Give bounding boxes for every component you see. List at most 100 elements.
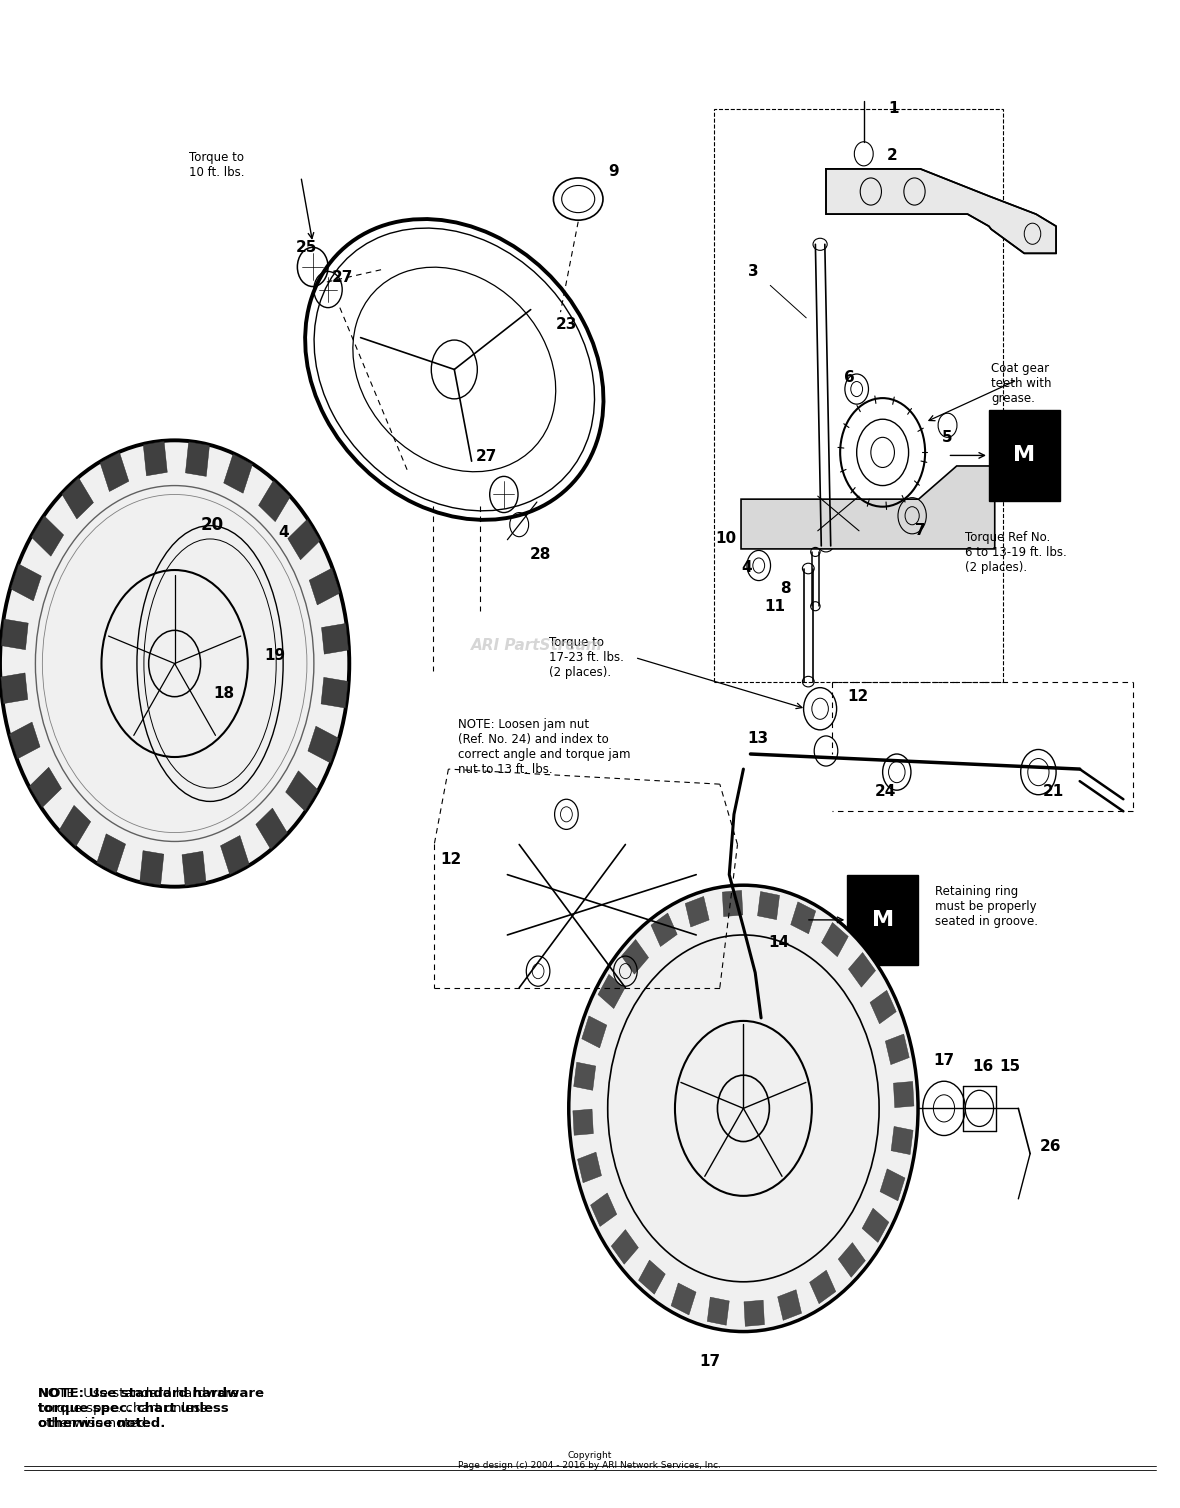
Bar [638,1261,666,1294]
Bar [221,835,249,875]
Circle shape [569,885,918,1332]
Text: 15: 15 [999,1059,1021,1074]
Bar [893,1081,914,1108]
Polygon shape [741,466,995,549]
Text: Copyright
Page design (c) 2004 - 2016 by ARI Network Services, Inc.: Copyright Page design (c) 2004 - 2016 by… [459,1451,721,1470]
Text: 9: 9 [608,164,620,179]
Bar [309,569,340,605]
Bar [143,442,168,477]
Text: Torque to
17-23 ft. lbs.
(2 places).: Torque to 17-23 ft. lbs. (2 places). [549,636,623,680]
Text: M: M [1014,445,1035,466]
Bar [714,109,1003,682]
Bar [11,564,41,600]
Bar [258,481,290,522]
Text: 26: 26 [1040,1139,1061,1154]
Text: 18: 18 [214,686,235,701]
Bar [778,1289,801,1321]
Bar [590,1193,617,1226]
Bar [573,1062,596,1090]
Bar [1,620,28,650]
Bar [61,478,93,519]
Bar [59,805,91,846]
Polygon shape [826,169,1056,253]
Text: 10: 10 [715,531,736,546]
Bar [686,896,709,927]
FancyBboxPatch shape [989,410,1060,501]
Bar [758,891,780,920]
Bar [809,1270,835,1304]
Bar [838,1243,865,1277]
Text: ARI PartStream: ARI PartStream [471,638,603,653]
Text: 19: 19 [264,648,286,664]
Text: 12: 12 [440,852,461,867]
Bar [577,1152,602,1182]
Text: 3: 3 [747,264,759,279]
Bar [572,1108,594,1136]
Bar [30,768,61,808]
Bar [891,1126,913,1155]
FancyBboxPatch shape [847,875,918,965]
Bar [863,1208,889,1243]
Bar [321,623,348,654]
Bar [880,1169,905,1200]
Text: 23: 23 [556,317,577,332]
Bar [1,673,28,704]
Bar [182,851,206,885]
Text: Coat gear
teeth with
grease.: Coat gear teeth with grease. [991,362,1051,406]
Text: 4: 4 [741,559,753,575]
Text: Torque to
10 ft. lbs.: Torque to 10 ft. lbs. [189,151,244,179]
Text: NOTE: Use standard hardware
torque spec. chart unless
otherwise noted.: NOTE: Use standard hardware torque spec.… [38,1387,264,1431]
Bar [224,454,253,493]
Bar [651,912,677,947]
Text: 28: 28 [530,547,551,562]
Text: 16: 16 [972,1059,994,1074]
Bar [308,727,339,763]
Bar [821,923,848,956]
Bar [885,1034,910,1065]
Text: 2: 2 [886,148,898,163]
Text: 14: 14 [768,935,789,950]
Text: 25: 25 [296,240,317,255]
Bar [791,902,815,933]
Circle shape [0,440,349,887]
Text: 21: 21 [1043,784,1064,799]
Text: 27: 27 [332,270,353,285]
Text: 7: 7 [914,523,926,538]
Text: 12: 12 [847,689,868,704]
Bar [743,1300,765,1327]
Bar [185,442,209,477]
Bar [848,953,876,988]
Text: 11: 11 [765,599,786,614]
Bar [321,677,348,707]
Bar [870,991,897,1024]
Bar [611,1229,638,1264]
Text: 20: 20 [201,516,224,534]
Bar [598,974,624,1009]
Bar [100,452,129,492]
Text: M: M [872,909,893,930]
Bar [9,722,40,759]
Bar [97,834,125,873]
Text: 8: 8 [780,581,792,596]
Text: 17: 17 [933,1053,955,1068]
Bar [722,890,743,917]
Text: 13: 13 [747,731,768,746]
Bar [582,1016,607,1048]
Text: NOTE: Loosen jam nut
(Ref. No. 24) and index to
correct angle and torque jam
nut: NOTE: Loosen jam nut (Ref. No. 24) and i… [458,718,630,775]
Bar [286,771,317,811]
Text: 5: 5 [942,430,953,445]
Text: 4: 4 [277,525,289,540]
Text: 6: 6 [844,369,856,385]
Text: Retaining ring
must be properly
seated in groove.: Retaining ring must be properly seated i… [935,885,1037,929]
Text: 4: 4 [1018,443,1030,458]
Text: Torque Ref No.
6 to 13-19 ft. lbs.
(2 places).: Torque Ref No. 6 to 13-19 ft. lbs. (2 pl… [965,531,1067,575]
Bar [140,851,164,885]
Bar [671,1283,696,1315]
Bar [288,519,320,559]
Bar [32,516,64,556]
Text: 24: 24 [874,784,896,799]
Text: NOTE: Use standard hardware
torque spec. chart unless
otherwise noted.: NOTE: Use standard hardware torque spec.… [38,1387,238,1431]
Bar [622,939,649,974]
Text: 1: 1 [889,101,898,116]
Bar [256,808,288,849]
